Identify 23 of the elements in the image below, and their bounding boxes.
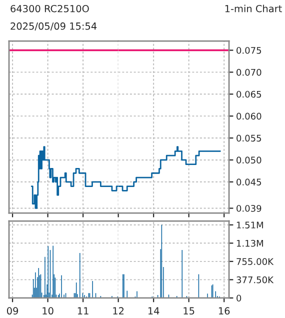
y-tick-label: 0.050 [236,156,262,164]
y-tick-label: 377.50K [236,276,274,284]
y-tick-label: 0.055 [236,134,262,142]
y-tick-label: 0.070 [236,68,262,76]
y-tick-label: 0.075 [236,46,262,54]
x-tick-label: 10 [42,307,54,315]
text: 1-min Chart [225,4,282,12]
x-tick-label: 09 [6,307,18,315]
y-tick-label: 0.045 [236,178,262,186]
y-tick-label: 1.51M [236,222,263,228]
x-tick-label: 15 [184,307,194,315]
text: 2025/05/09 15:54 [10,22,97,31]
y-tick-label: 0.065 [236,90,262,98]
x-tick-label: 16 [218,307,230,315]
y-tick-label: 0 [236,294,242,302]
y-tick-label: 0.039 [236,204,262,212]
x-tick-label: 11 [78,307,88,314]
x-tick-label: 14 [148,307,160,314]
x-tick-label: 12 [113,307,124,314]
y-tick-label: 755.00K [236,258,274,265]
y-tick-label: 0.060 [236,112,262,120]
chart-title: 64300 RC2510O [10,4,89,12]
y-tick-label: 1.13M [236,240,263,247]
